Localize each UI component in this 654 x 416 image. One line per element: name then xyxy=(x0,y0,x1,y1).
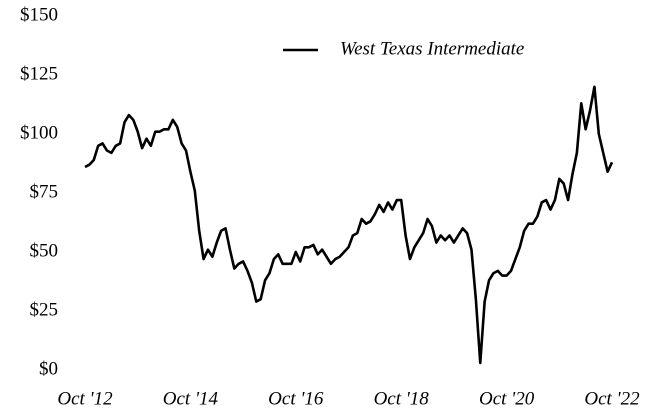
x-tick-label: Oct '18 xyxy=(374,388,430,409)
x-tick-label: Oct '20 xyxy=(479,388,535,409)
y-tick-label: $25 xyxy=(30,299,59,320)
x-tick-label: Oct '22 xyxy=(584,388,640,409)
x-tick-label: Oct '12 xyxy=(57,388,113,409)
y-tick-label: $150 xyxy=(20,4,58,25)
y-tick-label: $50 xyxy=(30,240,59,261)
x-tick-label: Oct '16 xyxy=(268,388,324,409)
x-tick-label: Oct '14 xyxy=(163,388,219,409)
data-line xyxy=(84,85,614,365)
y-tick-label: $0 xyxy=(39,358,58,379)
y-tick-label: $75 xyxy=(30,181,59,202)
y-tick-label: $125 xyxy=(20,63,58,84)
legend-label: West Texas Intermediate xyxy=(340,38,524,59)
y-tick-label: $100 xyxy=(20,122,58,143)
